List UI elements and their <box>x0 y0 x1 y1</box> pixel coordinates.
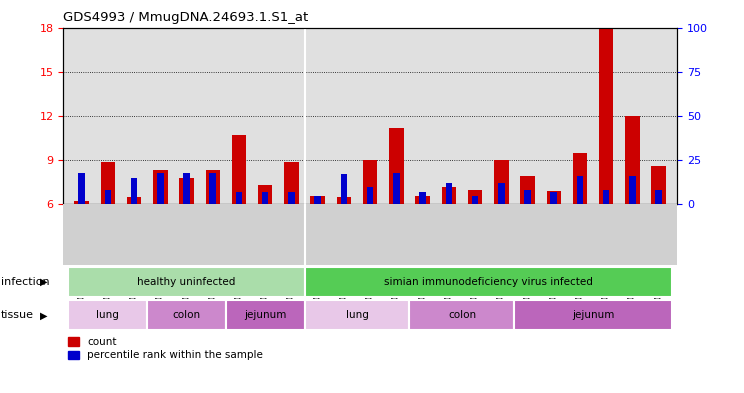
Bar <box>573 153 587 204</box>
Bar <box>625 116 640 204</box>
Bar <box>363 160 377 204</box>
Bar <box>153 171 167 204</box>
Text: ▶: ▶ <box>40 277 48 287</box>
Bar <box>236 192 243 204</box>
Bar <box>78 173 85 204</box>
Bar <box>446 183 452 204</box>
Bar <box>68 300 147 331</box>
Bar <box>315 195 321 204</box>
Bar <box>577 176 583 204</box>
Bar <box>468 189 482 204</box>
Bar <box>341 174 347 204</box>
Bar <box>284 162 298 204</box>
Bar <box>131 178 138 204</box>
Bar <box>210 173 216 204</box>
Bar <box>599 28 614 204</box>
Bar <box>337 197 351 204</box>
Text: infection: infection <box>1 277 49 287</box>
Bar <box>105 190 111 204</box>
Bar <box>603 190 609 204</box>
Bar <box>157 173 164 204</box>
Bar <box>415 195 430 204</box>
Bar <box>310 195 325 204</box>
Bar <box>232 135 246 204</box>
Text: healthy uninfected: healthy uninfected <box>138 277 236 287</box>
Bar <box>498 183 504 204</box>
Bar <box>494 160 508 204</box>
Legend: count, percentile rank within the sample: count, percentile rank within the sample <box>68 337 263 360</box>
Bar <box>183 173 190 204</box>
Bar <box>409 300 514 331</box>
Bar <box>420 192 426 204</box>
Text: colon: colon <box>173 310 201 320</box>
Bar <box>629 176 635 204</box>
Bar <box>205 171 220 204</box>
Text: tissue: tissue <box>1 310 33 320</box>
Bar <box>551 192 557 204</box>
Bar <box>520 176 535 204</box>
Bar <box>226 300 304 331</box>
Bar <box>514 300 672 331</box>
Bar <box>262 192 269 204</box>
Bar <box>304 300 409 331</box>
Bar <box>68 267 304 297</box>
Bar <box>304 267 672 297</box>
Text: lung: lung <box>97 310 119 320</box>
Text: simian immunodeficiency virus infected: simian immunodeficiency virus infected <box>384 277 593 287</box>
Bar <box>389 128 403 204</box>
Bar <box>258 185 272 204</box>
Bar <box>100 162 115 204</box>
Text: jejunum: jejunum <box>572 310 615 320</box>
Bar <box>288 192 295 204</box>
Bar <box>472 195 478 204</box>
Bar <box>393 173 400 204</box>
Bar <box>525 190 530 204</box>
Bar <box>442 187 456 204</box>
Bar <box>74 201 89 204</box>
Bar <box>147 300 226 331</box>
Bar <box>655 190 662 204</box>
Bar <box>547 191 561 204</box>
Text: ▶: ▶ <box>40 310 48 320</box>
Text: colon: colon <box>448 310 476 320</box>
Bar <box>126 197 141 204</box>
Text: jejunum: jejunum <box>244 310 286 320</box>
Text: GDS4993 / MmugDNA.24693.1.S1_at: GDS4993 / MmugDNA.24693.1.S1_at <box>63 11 309 24</box>
Text: lung: lung <box>345 310 368 320</box>
Bar <box>367 187 373 204</box>
Bar <box>652 166 666 204</box>
Bar <box>179 178 193 204</box>
